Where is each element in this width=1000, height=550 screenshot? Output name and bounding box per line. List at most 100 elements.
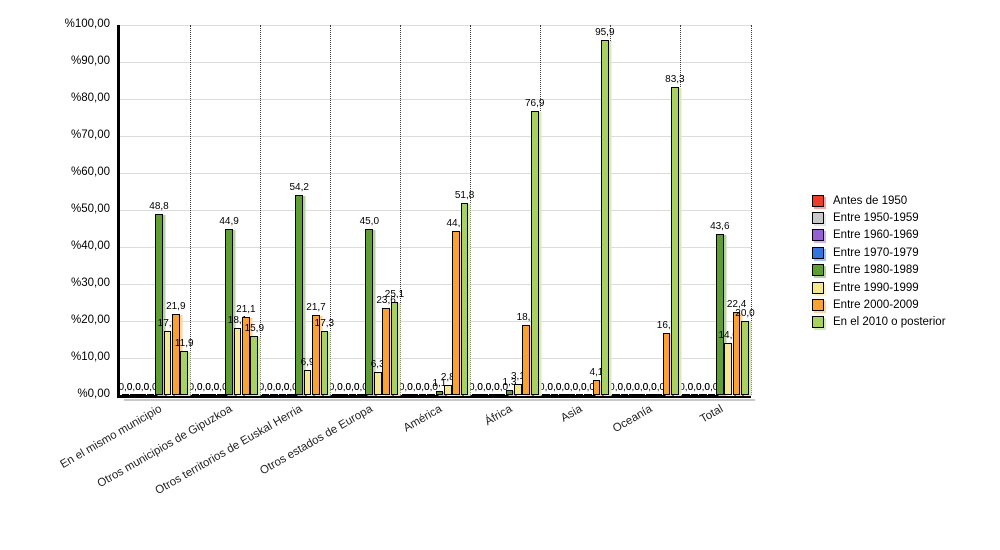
category-separator <box>540 25 542 395</box>
bar-value-label: 0,0 <box>258 382 273 393</box>
bar <box>620 394 629 395</box>
bar <box>163 331 172 395</box>
bar <box>129 394 138 395</box>
legend-item: En el 2010 o posterior <box>812 314 946 331</box>
bar <box>435 390 444 395</box>
bar <box>357 394 365 395</box>
bar <box>200 394 208 395</box>
bar <box>331 394 340 395</box>
bar-value-label: 0,0 <box>424 382 438 393</box>
bar <box>741 321 749 395</box>
bar <box>171 314 180 395</box>
y-axis-tick-label: %20,00 <box>70 314 110 326</box>
legend-label: En el 2010 o posterior <box>833 316 946 329</box>
x-axis-category-label: Otros territorios de Euskal Herria <box>153 403 305 498</box>
bar-value-label: 0,0 <box>687 382 702 393</box>
bar <box>530 110 539 395</box>
legend-label: Entre 1990-1999 <box>833 281 919 294</box>
legend-item: Antes de 1950 <box>812 192 946 209</box>
y-gridline <box>120 357 751 359</box>
bar <box>303 369 312 395</box>
bar <box>600 40 609 395</box>
bar-value-label: 0,0 <box>213 382 228 393</box>
plot-area: 0,0 0,0 0,0 0,0 0,0 0,0 0,0 0,0 0,0 0,0 0,0 0,0 0,0 0… <box>117 24 755 401</box>
bar <box>567 394 576 395</box>
legend-item: Entre 1980-1989 <box>812 262 946 279</box>
category-separator <box>399 25 401 395</box>
bar-value-label: 0,0 <box>135 382 150 393</box>
y-axis-tick-label: %100,00 <box>64 18 110 30</box>
bar-value-label: 0,0 <box>205 382 220 393</box>
bar <box>682 394 691 395</box>
x-axis-category-label: Total <box>697 403 725 426</box>
category-separator <box>470 25 472 395</box>
bar-value-label: 18,1 <box>227 315 248 326</box>
bar-value-label: 0,0 <box>609 382 624 393</box>
bar <box>452 231 461 395</box>
bar-value-label: 0,0 <box>468 382 483 393</box>
bar <box>373 371 382 395</box>
legend-swatch <box>812 212 824 225</box>
bar-value-label: 0,0 <box>634 382 649 393</box>
bar-value-label: 0,0 <box>118 382 133 393</box>
bar-value-label: 15,9 <box>244 323 265 335</box>
y-axis-tick-label: %60,00 <box>70 166 110 178</box>
bar-value-label: 0,0 <box>617 382 632 393</box>
bar-value-label: 0,0 <box>539 382 553 393</box>
category-separator <box>750 25 752 395</box>
bar <box>612 394 620 395</box>
bar <box>191 394 200 395</box>
bar-value-label: 0,0 <box>345 382 360 393</box>
bar-value-label: 76,9 <box>524 97 545 109</box>
bar <box>410 394 419 395</box>
legend-swatch <box>812 246 824 259</box>
bar <box>365 228 374 395</box>
bar <box>550 394 559 395</box>
bar <box>225 228 233 395</box>
bar-value-label: 1,1 <box>432 377 447 389</box>
bar-value-label: 25,1 <box>384 289 405 301</box>
bar-value-label: 21,7 <box>306 301 326 313</box>
legend-label: Entre 1960-1969 <box>833 229 919 242</box>
y-gridline <box>120 283 751 285</box>
x-axis-category-label: América <box>401 403 445 435</box>
bar-value-label: 21,9 <box>166 301 186 312</box>
bar-value-label: 0,0 <box>143 382 158 393</box>
bar-value-label: 0,0 <box>625 382 640 393</box>
bar <box>180 351 189 395</box>
bar-value-label: 0,0 <box>581 382 595 393</box>
bar-value-label: 95,9 <box>595 27 615 39</box>
bar <box>654 394 662 395</box>
bar-value-label: 20,0 <box>735 308 755 319</box>
bar <box>390 302 399 395</box>
bar <box>286 394 295 395</box>
legend-swatch <box>812 194 824 207</box>
y-gridline <box>120 61 751 63</box>
bar <box>121 394 130 395</box>
x-axis-category-label: Asia <box>559 403 585 425</box>
legend-label: Antes de 1950 <box>833 194 908 207</box>
y-gridline <box>120 172 751 174</box>
bar-value-label: 0,0 <box>555 382 570 393</box>
legend-swatch <box>812 264 824 277</box>
x-axis-category-label: Oceanía <box>611 403 655 436</box>
x-axis-category-label: Otros municipios de Gipuzkoa <box>95 403 235 491</box>
bar-value-label: 3,1 <box>510 370 525 382</box>
bar-value-label: 48,8 <box>149 201 169 213</box>
y-axis-tick-label: %70,00 <box>70 129 110 141</box>
bar-value-label: 0,0 <box>564 382 579 393</box>
legend-label: Entre 1970-1979 <box>833 246 919 259</box>
bar <box>671 86 679 395</box>
bar <box>542 394 550 395</box>
bar-value-label: 0,0 <box>679 382 694 393</box>
bar <box>216 394 225 395</box>
bar-value-label: 44,3 <box>446 218 466 230</box>
bar-value-label: 0,0 <box>494 382 509 393</box>
bar-value-label: 45,0 <box>359 215 380 227</box>
y-axis-tick-label: %10,00 <box>70 351 110 363</box>
x-axis-category-label: África <box>483 403 515 429</box>
y-axis-tick-label: %80,00 <box>70 92 110 104</box>
bar <box>138 394 147 395</box>
y-gridline <box>120 246 751 248</box>
bar <box>382 307 390 395</box>
